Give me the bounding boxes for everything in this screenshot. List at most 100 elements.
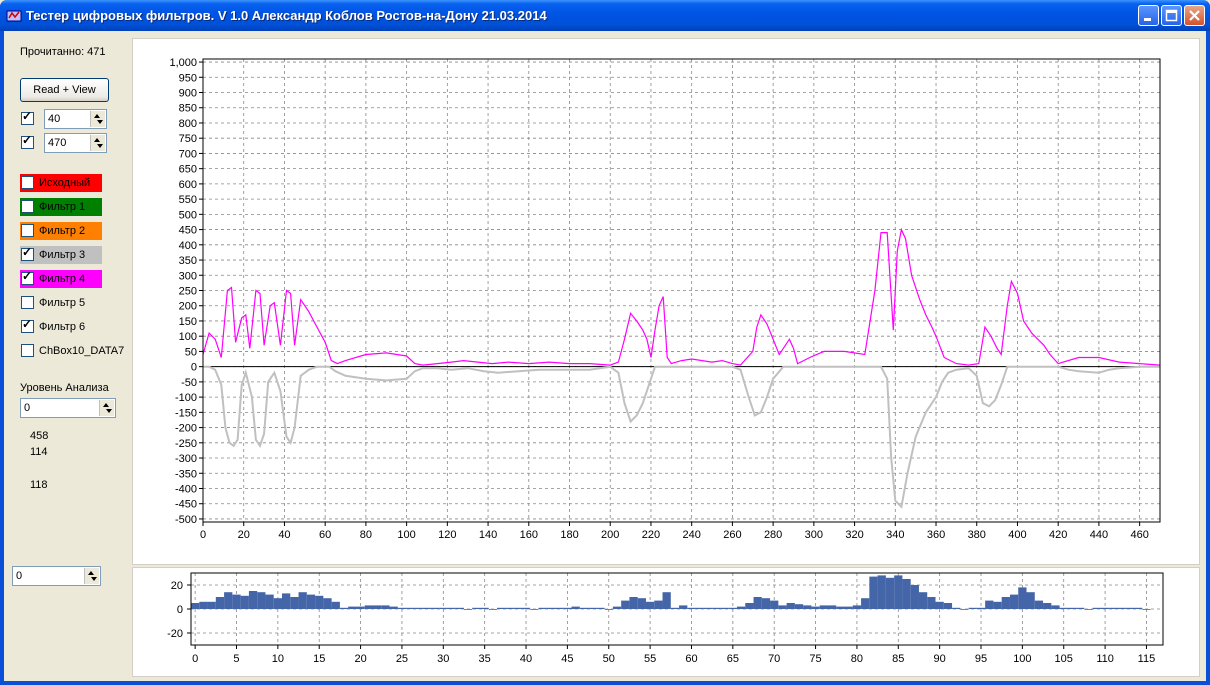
x-tick-label: 300 — [805, 529, 823, 541]
histogram-bar — [546, 607, 555, 609]
histogram-bar — [803, 605, 812, 609]
y-tick-label: 150 — [179, 316, 197, 328]
histogram-bar — [339, 607, 349, 609]
filter-item[interactable]: ✓ Фильтр 4 — [20, 270, 102, 288]
filter-item[interactable]: ChBox10_DATA7 — [20, 342, 125, 360]
plot-border — [202, 58, 1161, 523]
y-tick-label: 0 — [191, 362, 197, 374]
spin-arrows-icon[interactable] — [90, 111, 105, 127]
filter-item[interactable]: ✓ Фильтр 3 — [20, 246, 102, 264]
histogram-bar — [215, 597, 225, 609]
histogram-bar — [943, 603, 953, 609]
histogram-bar — [861, 598, 870, 609]
main-chart[interactable]: 0 20 40 60 80 100 120 140 160 180 200 220 240 260 280 3… — [133, 39, 1199, 564]
y-tick-label: -50 — [181, 377, 197, 389]
range-end-checkbox[interactable]: ✓ — [21, 133, 34, 149]
histogram-bar — [447, 607, 456, 609]
y-tick-label: -200 — [175, 423, 197, 435]
histogram-bar — [960, 609, 969, 610]
y-tick-label: 50 — [185, 346, 197, 358]
filter-checkbox[interactable]: ✓ — [21, 318, 34, 333]
filter-checkbox[interactable] — [21, 224, 34, 237]
histogram-chart[interactable]: 0 5 10 15 20 25 30 35 40 45 50 55 60 65 70 75 80 85 90 95 10… — [133, 568, 1199, 676]
x-tick-label: 115 — [1138, 653, 1156, 665]
spin-arrows-icon[interactable] — [84, 568, 99, 584]
histogram-bar — [794, 604, 804, 609]
histogram-bar — [538, 607, 547, 609]
histogram-bar — [265, 594, 274, 609]
y-tick-label: 300 — [179, 270, 197, 282]
histogram-bar — [455, 607, 464, 609]
histogram-bar — [703, 607, 713, 609]
histogram-bar — [952, 607, 961, 609]
filter-item[interactable]: Фильтр 2 — [20, 222, 102, 240]
y-tick-label: 900 — [179, 88, 197, 100]
title-bar[interactable]: Тестер цифровых фильтров. V 1.0 Александ… — [0, 0, 1210, 31]
y-tick-label: 20 — [171, 580, 183, 592]
histogram-bar — [745, 603, 754, 609]
histogram-bar — [422, 607, 431, 609]
histogram-bar — [736, 606, 746, 609]
filter-checkbox[interactable] — [21, 176, 34, 189]
filter-item[interactable]: Исходный — [20, 174, 102, 192]
spin-arrows-icon[interactable] — [99, 400, 114, 416]
minimize-icon — [1144, 18, 1151, 21]
histogram-bar — [364, 605, 373, 609]
histogram-bar — [224, 592, 233, 609]
histogram-bar — [207, 601, 216, 609]
histogram-bar — [439, 607, 448, 609]
histogram-bar — [1034, 600, 1044, 609]
maximize-button[interactable] — [1161, 5, 1182, 26]
histogram-bar — [654, 600, 663, 609]
x-tick-label: 40 — [278, 529, 290, 541]
range-start-checkbox[interactable]: ✓ — [21, 110, 34, 125]
histogram-bar — [406, 607, 415, 609]
histogram-bar — [728, 607, 737, 609]
x-tick-label: 60 — [685, 653, 697, 665]
series-line — [203, 365, 1160, 509]
read-view-button[interactable]: Read + View — [20, 78, 109, 102]
histogram-bar — [877, 575, 886, 609]
filter-checkbox[interactable] — [21, 296, 34, 309]
series-line — [202, 227, 1161, 366]
y-tick-label: 400 — [179, 240, 197, 252]
x-tick-label: 10 — [272, 653, 284, 665]
x-tick-label: 75 — [809, 653, 821, 665]
x-tick-label: 280 — [764, 529, 782, 541]
histogram-bar — [712, 607, 721, 609]
histogram-bar — [257, 592, 266, 609]
filter-item[interactable]: ✓ Фильтр 6 — [20, 318, 102, 336]
filter-label: Исходный — [39, 177, 91, 189]
histogram-bar — [505, 607, 514, 609]
spin-arrows-icon[interactable] — [90, 135, 105, 151]
range-end-spinner[interactable]: 470 — [44, 133, 107, 153]
histogram-bar — [521, 607, 531, 609]
check-mark-icon: ✓ — [22, 133, 33, 147]
filter-checkbox[interactable] — [21, 200, 34, 213]
bottom-spinner[interactable]: 0 — [12, 566, 101, 586]
filter-item[interactable]: Фильтр 1 — [20, 198, 102, 216]
plot-border — [190, 572, 1164, 646]
filter-label: Фильтр 6 — [39, 321, 86, 333]
filter-checkbox[interactable]: ✓ — [21, 270, 34, 285]
histogram-bar — [778, 605, 787, 609]
close-button[interactable] — [1184, 5, 1205, 26]
x-tick-label: 240 — [683, 529, 701, 541]
x-tick-label: 440 — [1090, 529, 1108, 541]
x-tick-label: 140 — [479, 529, 497, 541]
analysis-level-spinner[interactable]: 0 — [20, 398, 116, 418]
filter-item[interactable]: Фильтр 5 — [20, 294, 102, 312]
histogram-bar — [918, 592, 928, 609]
histogram-bar — [604, 609, 613, 610]
histogram-bar — [844, 606, 853, 609]
filter-checkbox[interactable] — [21, 344, 34, 357]
histogram-bar — [199, 601, 208, 609]
main-chart-panel: 0 20 40 60 80 100 120 140 160 180 200 220 240 260 280 3… — [132, 38, 1200, 565]
minimize-button[interactable] — [1138, 5, 1159, 26]
histogram-bar — [885, 577, 895, 609]
histogram-bar — [927, 597, 936, 609]
filter-checkbox[interactable]: ✓ — [21, 246, 34, 261]
range-start-spinner[interactable]: 40 — [44, 109, 107, 129]
histogram-bar — [563, 607, 572, 609]
